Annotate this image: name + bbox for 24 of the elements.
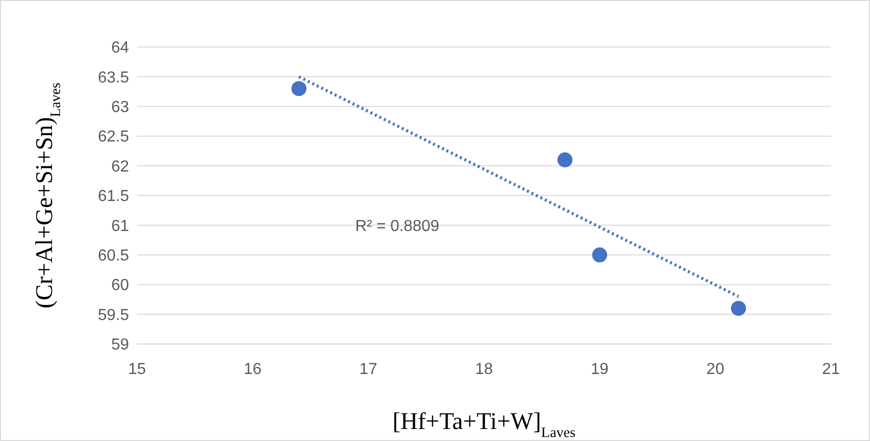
y-tick-label: 59	[111, 336, 130, 354]
x-tick-label: 19	[590, 361, 609, 378]
point	[291, 81, 306, 96]
y-tick-label: 63.5	[98, 69, 130, 86]
y-tick-label: 61	[111, 218, 130, 235]
x-tick-label: 17	[359, 361, 378, 378]
x-tick-label: 16	[244, 361, 262, 378]
point	[730, 300, 746, 316]
y-tick-label: 60.5	[98, 248, 130, 264]
x-tick-label: 18	[475, 361, 493, 378]
y-tick-label: 63	[111, 99, 130, 116]
x-tick-label: 20	[706, 361, 724, 378]
y-tick-label: 60	[111, 277, 130, 294]
annotation: R² = 0.8809	[355, 218, 440, 236]
x-axis-title: [Hf+Ta+Ti+W]$_{Laves}$	[392, 409, 576, 441]
point	[592, 247, 608, 262]
x-tick-label: 15	[128, 361, 146, 378]
x-tick-label: 21	[822, 361, 840, 378]
y-tick-label: 61.5	[98, 188, 130, 206]
y-tick-label: 62	[111, 158, 130, 176]
point	[557, 152, 572, 168]
y-tick-label: 62.5	[98, 128, 130, 146]
y-tick-label: 59.5	[98, 306, 130, 324]
y-tick-label: 64	[111, 40, 130, 57]
